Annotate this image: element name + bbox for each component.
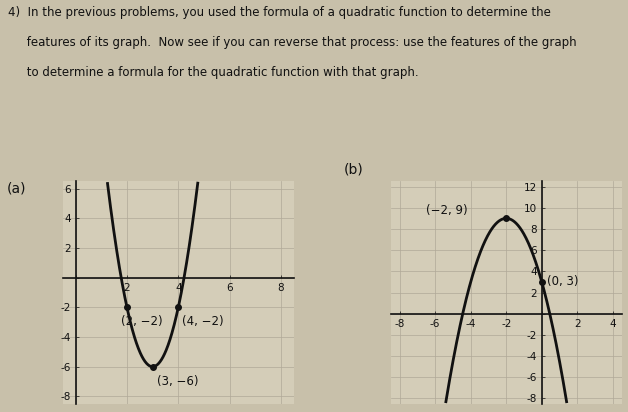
Text: (2, −2): (2, −2): [121, 316, 163, 328]
Text: (4, −2): (4, −2): [183, 316, 224, 328]
Text: (b): (b): [344, 163, 363, 177]
Text: features of its graph.  Now see if you can reverse that process: use the feature: features of its graph. Now see if you ca…: [8, 36, 576, 49]
Text: (3, −6): (3, −6): [157, 375, 198, 388]
Text: (−2, 9): (−2, 9): [426, 204, 467, 217]
Text: (a): (a): [6, 181, 26, 195]
Text: 4)  In the previous problems, you used the formula of a quadratic function to de: 4) In the previous problems, you used th…: [8, 6, 550, 19]
Text: (0, 3): (0, 3): [548, 275, 579, 288]
Text: to determine a formula for the quadratic function with that graph.: to determine a formula for the quadratic…: [8, 66, 418, 79]
